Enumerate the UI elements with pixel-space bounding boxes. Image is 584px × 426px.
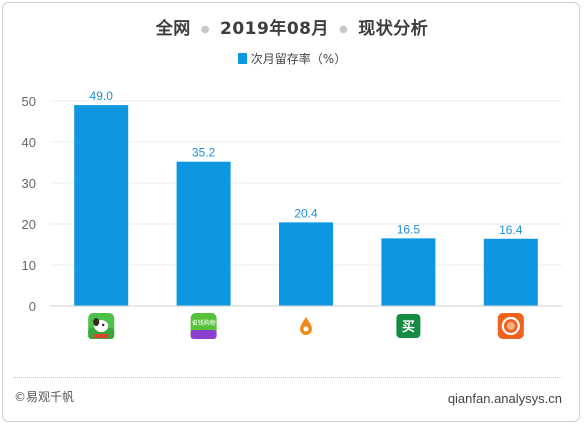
icon-text: 省钱购物: [192, 319, 216, 327]
y-tick-label: 20: [22, 217, 36, 232]
y-tick-label: 30: [22, 176, 36, 191]
value-label-1: 49.0: [90, 89, 114, 103]
drop-icon: [300, 317, 312, 335]
dog-ear-icon: [93, 318, 100, 326]
y-tick-label: 50: [22, 94, 36, 109]
white-orange-drop-app-icon[interactable]: [293, 313, 319, 339]
footer-divider: [14, 377, 562, 378]
bar-3: [279, 222, 333, 306]
icon-badge: [94, 334, 109, 338]
green-cartoon-dog-app-icon[interactable]: [88, 313, 115, 339]
y-tick-label: 0: [29, 299, 36, 314]
title-part-2: 2019年08月: [220, 19, 329, 39]
site-url[interactable]: qianfan.analysys.cn: [447, 391, 562, 406]
value-label-3: 20.4: [294, 206, 318, 220]
legend-swatch: [237, 53, 247, 64]
chart-title: 全网 ● 2019年08月 ● 现状分析: [0, 14, 584, 39]
icon-text: 买: [402, 320, 415, 335]
title-part-1: 全网: [155, 19, 191, 39]
icon-band: [190, 330, 217, 339]
y-tick-label: 40: [22, 135, 36, 150]
value-label-4: 16.5: [397, 222, 421, 236]
ring-center: [506, 322, 515, 330]
bar-2: [176, 161, 231, 306]
y-axis-ticks: 0 10 20 30 40 50: [22, 94, 36, 314]
y-tick-label: 10: [22, 258, 36, 273]
bar-5: [483, 238, 538, 306]
value-label-2: 35.2: [192, 146, 216, 160]
orange-circle-app-icon[interactable]: [497, 313, 524, 339]
bar-4: [381, 238, 436, 306]
green-purple-shop-app-icon[interactable]: 省钱购物: [190, 313, 217, 339]
icon-bg: [396, 314, 421, 338]
x-axis-icons-group: 省钱购物 买: [88, 313, 524, 339]
ring-icon: [501, 316, 520, 336]
green-mai-app-icon[interactable]: 买: [396, 314, 421, 338]
value-labels-group: 49.0 35.2 20.4 16.5 16.4: [90, 89, 523, 237]
title-separator-1: ●: [200, 23, 210, 35]
title-part-3: 现状分析: [358, 19, 429, 39]
drop-hole: [303, 326, 309, 332]
copyright-text: ©易观千帆: [14, 390, 75, 404]
dog-eye-icon: [102, 323, 105, 327]
bar-1: [74, 105, 129, 306]
legend-label: 次月留存率（%）: [250, 52, 347, 66]
title-separator-2: ●: [338, 23, 349, 35]
bars-group: [74, 105, 538, 306]
value-label-5: 16.4: [499, 223, 523, 237]
chart-legend[interactable]: 次月留存率（%）: [0, 50, 584, 67]
